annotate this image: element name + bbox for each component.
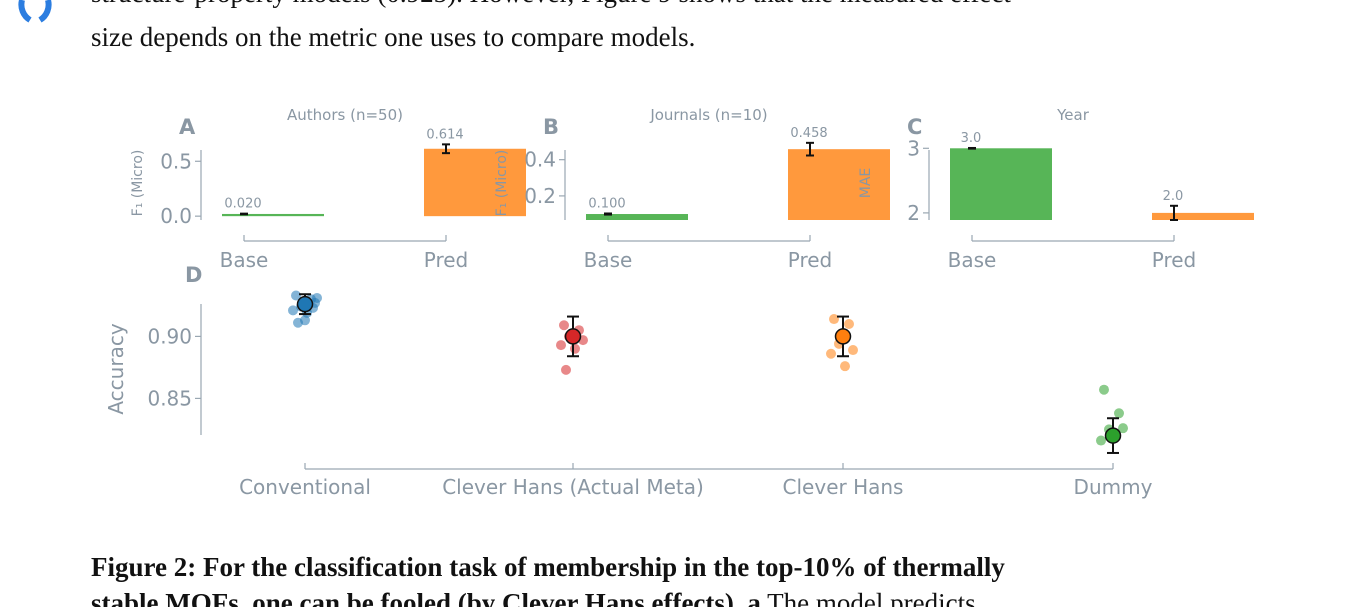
error-bar [240, 212, 248, 216]
caption-text: The model predicts [761, 588, 976, 607]
bar [222, 213, 324, 217]
side-icon [18, 0, 52, 23]
y-tick-label: 0.85 [147, 386, 192, 410]
y-tick-label: 0.5 [160, 149, 192, 173]
bar [788, 149, 890, 220]
x-tick-label: Clever Hans (Actual Meta) [442, 475, 704, 499]
value-label: 0.100 [588, 196, 625, 211]
x-tick-label: Pred [424, 248, 469, 272]
value-label: 0.614 [426, 127, 463, 142]
data-point [561, 364, 571, 375]
y-axis-label: MAE [858, 168, 874, 199]
value-label: 0.020 [224, 197, 261, 212]
x-tick-label: Dummy [1074, 475, 1153, 499]
panel-label: B [543, 115, 559, 139]
y-axis-label: F₁ (Micro) [130, 150, 146, 217]
data-point [312, 292, 322, 303]
mean-marker [1104, 427, 1122, 444]
y-tick-label: 0.4 [524, 148, 556, 172]
data-point [1118, 423, 1128, 434]
y-tick-label: 3 [907, 136, 920, 160]
data-point [291, 290, 301, 301]
y-tick-label: 0.90 [147, 324, 192, 348]
mean-marker [564, 328, 582, 345]
x-tick-label: Base [584, 248, 633, 272]
bar [950, 148, 1052, 220]
data-point [848, 345, 858, 356]
error-bar [968, 146, 976, 150]
x-tick-label: Clever Hans [783, 475, 904, 499]
data-point [840, 361, 850, 372]
data-point [570, 343, 580, 354]
y-axis-label: F₁ (Micro) [494, 150, 510, 217]
data-point [300, 315, 310, 326]
caption-bold: stable MOFs, one can be fooled (by Cleve… [91, 588, 761, 607]
value-label: 3.0 [961, 131, 982, 146]
bar [586, 214, 688, 220]
x-tick-label: Pred [1152, 248, 1197, 272]
body-text-line: size depends on the metric one uses to c… [91, 22, 695, 52]
data-point [559, 320, 569, 331]
value-label: 2.0 [1163, 189, 1184, 204]
value-label: 0.458 [790, 126, 827, 141]
data-point [829, 314, 839, 325]
data-point [556, 340, 566, 351]
data-point [1096, 435, 1106, 446]
mean-marker [834, 328, 852, 345]
x-tick-label: Base [220, 248, 269, 272]
error-bar [442, 143, 450, 155]
data-point [844, 319, 854, 329]
data-point [288, 305, 298, 316]
y-tick-label: 2 [907, 201, 920, 225]
caption-line: Figure 2: For the classification task of… [91, 552, 1005, 582]
x-tick-label: Pred [788, 248, 833, 272]
x-tick-label: Conventional [239, 475, 371, 499]
panel-title: Year [1056, 106, 1090, 124]
panel-title: Authors (n=50) [287, 106, 403, 124]
bar [1152, 212, 1254, 220]
caption-line: stable MOFs, one can be fooled (by Cleve… [91, 588, 976, 607]
y-tick-label: 0.0 [160, 204, 192, 228]
panel-title: Journals (n=10) [649, 106, 767, 124]
y-tick-label: 0.2 [524, 184, 556, 208]
bar [424, 148, 526, 217]
data-point [1114, 408, 1124, 419]
panel-label: A [179, 115, 196, 139]
data-point [1099, 384, 1109, 395]
panel-label: C [907, 115, 922, 139]
error-bar [806, 141, 814, 157]
panel-label: D [185, 263, 202, 287]
body-text-line: structure-property models (0.925). Howev… [91, 0, 1011, 8]
mean-marker [296, 295, 314, 313]
y-axis-label: Accuracy [104, 323, 128, 414]
x-tick-label: Base [948, 248, 997, 272]
error-bar [1170, 204, 1178, 221]
data-point [826, 348, 836, 359]
error-bar [604, 212, 612, 216]
